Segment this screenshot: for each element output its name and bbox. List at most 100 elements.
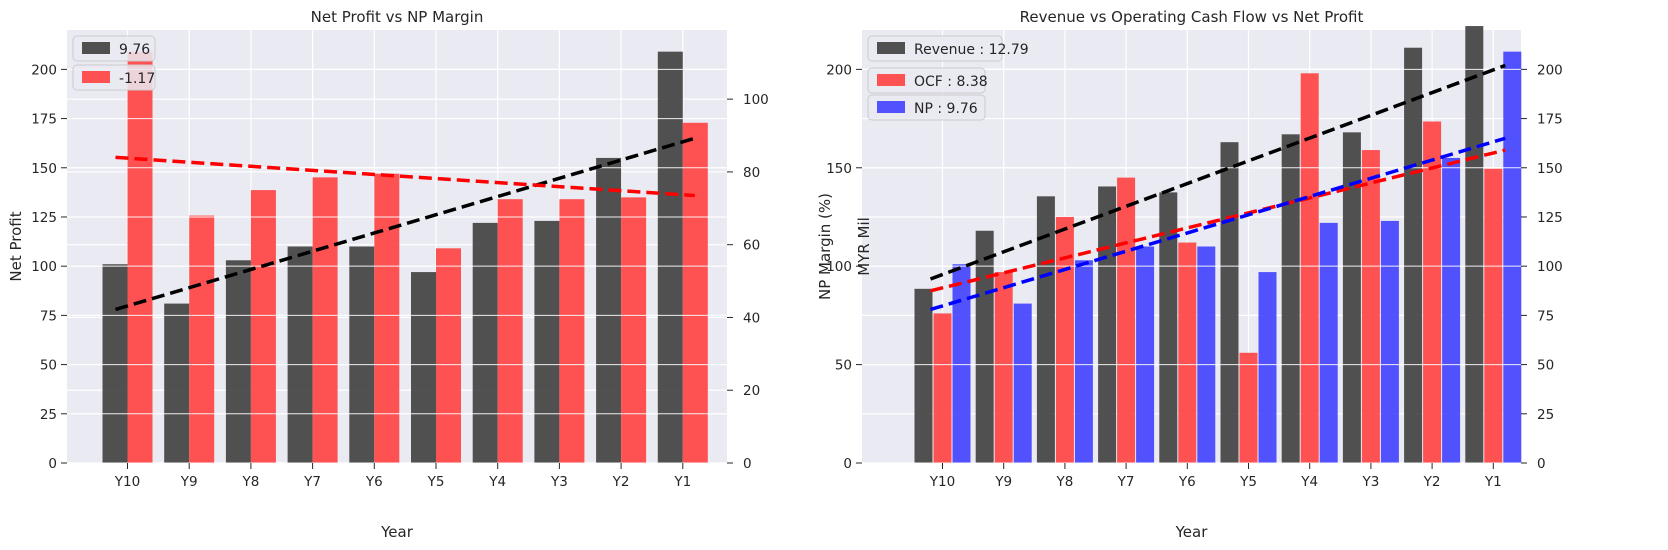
trendline: [930, 148, 1506, 293]
y2-tick-label: 20: [743, 383, 760, 399]
bar: [1484, 168, 1503, 463]
bar: [975, 230, 994, 463]
bar: [436, 248, 461, 463]
x-tick-label: Y6: [1178, 474, 1196, 490]
x-tick-label: Y10: [929, 474, 955, 490]
bar: [596, 157, 622, 463]
bar: [621, 197, 647, 463]
x-tick-label: Y4: [488, 474, 506, 490]
bar: [1197, 246, 1216, 463]
bar: [1503, 51, 1522, 464]
y-tick-label: 50: [40, 358, 57, 374]
legend-label: NP : 9.76: [914, 101, 978, 117]
y-tick-label: 0: [843, 456, 852, 472]
y2-tick-label: 25: [1537, 407, 1554, 423]
bar: [1423, 121, 1442, 464]
legend-entry: Revenue : 12.79: [867, 35, 1029, 62]
y2-tick-label: 100: [743, 92, 769, 108]
trendline: [929, 63, 1506, 281]
x-tick-label: Y8: [241, 474, 259, 490]
bar: [1098, 186, 1117, 463]
bar: [472, 222, 498, 463]
x-tick-label: Y1: [673, 474, 691, 490]
legend-label: -1.17: [119, 71, 155, 87]
x-axis-title: Year: [380, 523, 414, 541]
bar: [1013, 303, 1032, 463]
legend-swatch: [877, 101, 905, 113]
bar: [952, 264, 971, 463]
bar: [994, 272, 1013, 463]
y2-axis-title: NP Margin (%): [816, 193, 834, 300]
chart-1: 0 25 50 75 100 125 150 175 200 0 20 40 60 80 100 Y10 Y9 Y…: [7, 8, 834, 541]
y-tick-label: 200: [31, 62, 57, 78]
y2-tick-label: 60: [743, 238, 760, 254]
bar: [1159, 192, 1178, 463]
bar: [1239, 352, 1258, 463]
y-tick-label: 200: [826, 62, 852, 78]
legend-entry: -1.17: [72, 64, 156, 91]
bar: [1055, 216, 1074, 463]
legend-label: Revenue : 12.79: [914, 42, 1029, 58]
bar: [349, 246, 375, 463]
y2-tick-label: 100: [1537, 259, 1563, 275]
bar: [534, 220, 560, 463]
y-tick-label: 0: [48, 456, 57, 472]
y2-tick-label: 0: [1537, 456, 1546, 472]
y2-tick-label: 40: [743, 310, 760, 326]
x-tick-label: Y5: [427, 474, 445, 490]
bar: [914, 288, 933, 463]
bar: [250, 190, 276, 464]
y-tick-label: 150: [31, 161, 57, 177]
bar: [657, 51, 683, 464]
y2-tick-label: 75: [1537, 308, 1554, 324]
x-tick-label: Y3: [550, 474, 568, 490]
trendline: [115, 155, 695, 198]
bar: [1342, 132, 1361, 463]
x-axis-title: Year: [1175, 523, 1209, 541]
x-tick-label: Y7: [1117, 474, 1135, 490]
bar: [497, 199, 523, 463]
x-tick-label: Y3: [1361, 474, 1379, 490]
y-tick-label: 50: [835, 358, 852, 374]
bar: [164, 303, 190, 463]
x-tick-label: Y7: [303, 474, 321, 490]
bar: [933, 313, 952, 463]
chart-title: Revenue vs Operating Cash Flow vs Net Pr…: [1020, 8, 1364, 26]
legend-entry: OCF : 8.38: [867, 67, 988, 94]
y-axis-title: MYR Mil: [855, 217, 873, 276]
y2-tick-label: 175: [1537, 112, 1563, 128]
bar: [1319, 222, 1338, 463]
trendline: [115, 136, 696, 312]
bar: [1258, 272, 1277, 463]
x-tick-label: Y5: [1239, 474, 1257, 490]
chart-title: Net Profit vs NP Margin: [311, 8, 484, 26]
bar: [312, 177, 338, 463]
chart-2: 0 50 100 150 200 0 25 50 75 100 125 150 175 200 Y10 Y9 Y…: [826, 8, 1563, 541]
bar: [1074, 260, 1093, 463]
legend-swatch: [82, 42, 110, 54]
x-tick-label: Y1: [1484, 474, 1502, 490]
bar: [411, 272, 436, 463]
x-tick-label: Y4: [1300, 474, 1318, 490]
legend-label: 9.76: [119, 42, 150, 58]
bar: [682, 122, 708, 464]
x-tick-label: Y2: [1423, 474, 1441, 490]
y-axis-title: Net Profit: [7, 211, 25, 281]
x-tick-label: Y6: [365, 474, 383, 490]
bar: [1136, 246, 1155, 463]
bar: [559, 199, 585, 463]
x-tick-label: Y2: [612, 474, 630, 490]
x-tick-label: Y9: [994, 474, 1012, 490]
y-tick-label: 100: [826, 259, 852, 275]
bar: [102, 264, 128, 463]
y2-tick-label: 150: [1537, 161, 1563, 177]
y2-tick-label: 50: [1537, 358, 1554, 374]
bar: [1404, 47, 1423, 464]
bar: [1220, 142, 1239, 463]
bar: [189, 215, 215, 463]
y-tick-label: 75: [40, 308, 57, 324]
legend-swatch: [877, 74, 905, 86]
bar: [287, 246, 313, 463]
legend-swatch: [82, 71, 110, 83]
